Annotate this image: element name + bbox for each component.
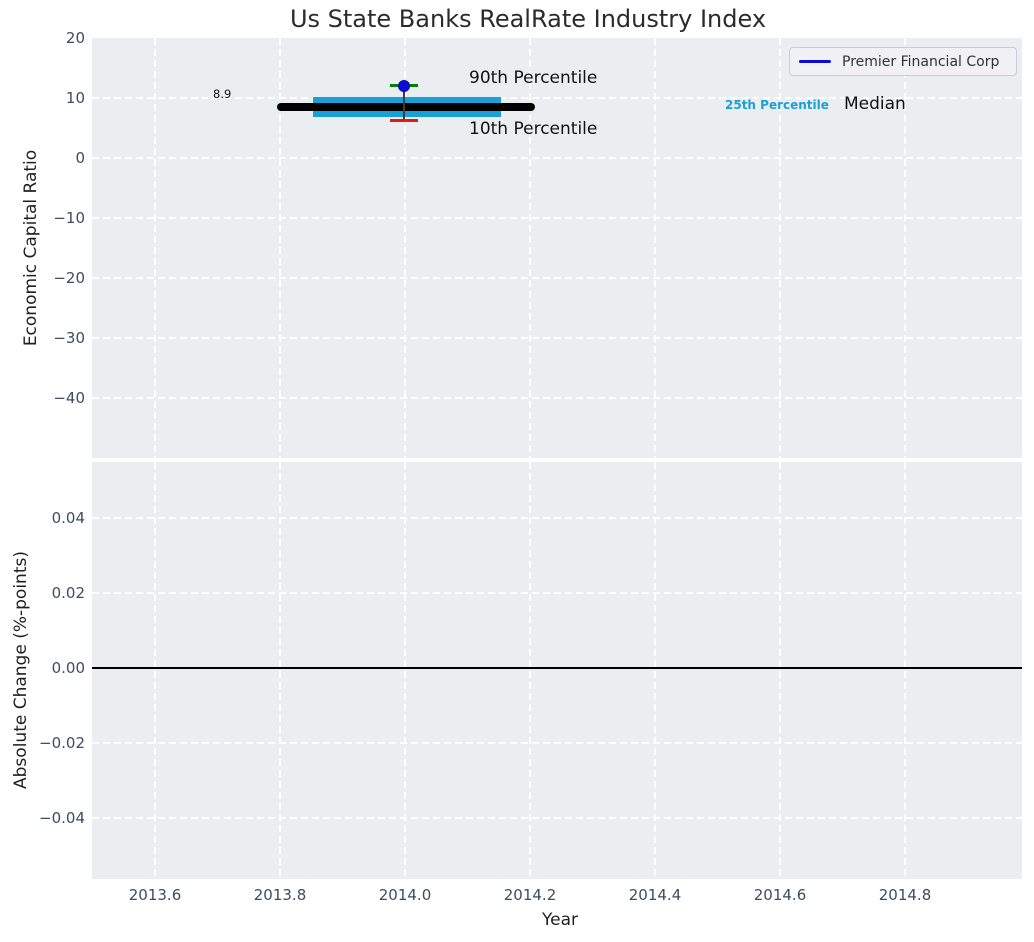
gridline-v-2013.8 bbox=[279, 38, 281, 458]
gridline-v-2014.2 bbox=[529, 462, 531, 879]
y-tick-label: −0.02 bbox=[39, 734, 85, 752]
gridline-v-2013.6 bbox=[154, 462, 156, 879]
y-tick-label: 10 bbox=[65, 89, 85, 107]
zero-change-line bbox=[92, 667, 1022, 669]
plot-area-top: 8.9 90th Percentile 10th Percentile 25th… bbox=[92, 38, 1022, 458]
company-point bbox=[398, 80, 410, 92]
y-axis-label-bottom: Absolute Change (%-points) bbox=[11, 551, 31, 789]
gridline-v-2014.8 bbox=[904, 462, 906, 879]
x-tick-label: 2013.8 bbox=[253, 886, 307, 904]
x-tick-label: 2014.6 bbox=[753, 886, 807, 904]
median-line bbox=[277, 103, 535, 111]
gridline-h--0.02 bbox=[92, 742, 1022, 744]
gridline-v-2014.0 bbox=[404, 462, 406, 879]
y-tick-label: 20 bbox=[65, 29, 85, 47]
y-tick-label: 0 bbox=[75, 149, 85, 167]
y-tick-label: −40 bbox=[53, 389, 85, 407]
x-tick-label: 2014.4 bbox=[628, 886, 682, 904]
gridline-h-0 bbox=[92, 157, 1022, 159]
annotation-median-value: 8.9 bbox=[213, 87, 232, 101]
y-axis-label-top: Economic Capital Ratio bbox=[21, 149, 41, 347]
legend: Premier Financial Corp bbox=[789, 47, 1017, 76]
annotation-25th-percentile: 25th Percentile bbox=[725, 98, 829, 112]
gridline-h-0.04 bbox=[92, 517, 1022, 519]
x-tick-label: 2013.6 bbox=[128, 886, 182, 904]
y-tick-label: −20 bbox=[53, 269, 85, 287]
gridline-h-10 bbox=[92, 97, 1022, 99]
gridline-v-2014.8 bbox=[904, 38, 906, 458]
plot-area-bottom bbox=[92, 462, 1022, 879]
legend-line-icon bbox=[799, 60, 831, 63]
gridline-h-0.02 bbox=[92, 592, 1022, 594]
x-axis-label: Year bbox=[542, 910, 578, 930]
x-tick-label: 2014.0 bbox=[378, 886, 432, 904]
gridline-h--0.04 bbox=[92, 817, 1022, 819]
legend-label: Premier Financial Corp bbox=[842, 53, 1000, 70]
gridline-v-2013.6 bbox=[154, 38, 156, 458]
chart-title: Us State Banks RealRate Industry Index bbox=[289, 5, 767, 33]
y-tick-label: 0.00 bbox=[51, 659, 85, 677]
x-tick-label: 2014.2 bbox=[503, 886, 557, 904]
y-tick-label: 0.04 bbox=[51, 509, 85, 527]
gridline-h--30 bbox=[92, 337, 1022, 339]
y-tick-label: −30 bbox=[53, 329, 85, 347]
y-tick-label: −10 bbox=[53, 209, 85, 227]
gridline-v-2014.6 bbox=[779, 38, 781, 458]
x-tick-label: 2014.8 bbox=[878, 886, 932, 904]
annotation-median-label: Median bbox=[844, 94, 906, 114]
gridline-v-2013.8 bbox=[279, 462, 281, 879]
gridline-v-2014.4 bbox=[654, 462, 656, 879]
p10-errorbar-cap bbox=[390, 119, 418, 122]
error-bar-line bbox=[403, 85, 405, 120]
gridline-v-2014.6 bbox=[779, 462, 781, 879]
y-tick-label: 0.02 bbox=[51, 584, 85, 602]
y-tick-label: −0.04 bbox=[39, 809, 85, 827]
gridline-v-2014.2 bbox=[529, 38, 531, 458]
gridline-v-2014.0 bbox=[404, 38, 406, 458]
annotation-10th-percentile: 10th Percentile bbox=[469, 119, 598, 139]
gridline-v-2014.4 bbox=[654, 38, 656, 458]
gridline-h--20 bbox=[92, 277, 1022, 279]
gridline-h--10 bbox=[92, 217, 1022, 219]
gridline-h--40 bbox=[92, 397, 1022, 399]
annotation-90th-percentile: 90th Percentile bbox=[469, 68, 598, 88]
